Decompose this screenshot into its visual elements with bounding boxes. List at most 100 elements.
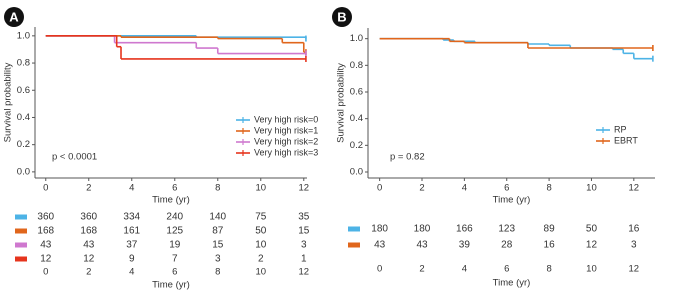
y-tick-label: 0.2 <box>350 140 363 151</box>
y-tick-label: 1.0 <box>17 30 30 41</box>
risk-count: 43 <box>83 240 95 251</box>
risk-count: 15 <box>212 240 224 251</box>
x-tick-label: 8 <box>546 183 551 194</box>
risk-count: 360 <box>37 212 54 223</box>
y-axis-label: Survival probability <box>3 62 14 142</box>
risk-count: 19 <box>169 240 181 251</box>
y-tick-label: 0.6 <box>350 87 363 98</box>
risk-x-tick-label: 4 <box>129 267 134 278</box>
risk-count: 168 <box>80 226 97 237</box>
risk-row-swatch <box>15 228 27 234</box>
risk-count: 75 <box>255 212 267 223</box>
km-curve <box>45 35 307 62</box>
risk-x-tick-label: 0 <box>377 264 382 275</box>
x-tick-label: 10 <box>586 183 597 194</box>
x-tick-label: 0 <box>377 183 382 194</box>
y-tick-label: 0.0 <box>350 167 363 178</box>
risk-x-tick-label: 6 <box>504 264 509 275</box>
risk-count: 15 <box>298 226 310 237</box>
x-tick-label: 12 <box>298 183 309 194</box>
risk-count: 12 <box>586 240 598 251</box>
risk-x-tick-label: 4 <box>462 264 467 275</box>
risk-count: 3 <box>631 240 637 251</box>
risk-row-swatch <box>348 242 360 248</box>
y-axis-label: Survival probability <box>336 63 347 143</box>
x-tick-label: 10 <box>255 183 266 194</box>
x-tick-label: 6 <box>504 183 509 194</box>
x-tick-label: 8 <box>215 183 220 194</box>
panel-badge <box>4 7 24 27</box>
risk-count: 180 <box>371 224 388 235</box>
risk-count: 28 <box>501 240 513 251</box>
risk-x-axis-label: Time (yr) <box>152 280 190 291</box>
risk-row-swatch <box>15 256 27 262</box>
risk-x-tick-label: 12 <box>629 264 640 275</box>
risk-count: 166 <box>456 224 473 235</box>
legend-label: RP <box>614 124 627 134</box>
risk-count: 43 <box>416 240 428 251</box>
risk-count: 9 <box>129 254 135 265</box>
annotation: p = 0.82 <box>390 152 425 163</box>
risk-count: 3 <box>301 240 307 251</box>
y-tick-label: 0.4 <box>17 112 30 123</box>
y-tick-label: 0.8 <box>17 58 30 69</box>
y-tick-label: 0.2 <box>17 139 30 150</box>
risk-count: 125 <box>166 226 183 237</box>
risk-count: 7 <box>172 254 178 265</box>
legend-label: EBRT <box>614 135 638 145</box>
risk-count: 12 <box>40 254 52 265</box>
risk-count: 50 <box>255 226 267 237</box>
legend-label: Very high risk=2 <box>254 136 318 146</box>
risk-count: 37 <box>126 240 138 251</box>
y-tick-label: 1.0 <box>350 33 363 44</box>
risk-x-axis-label: Time (yr) <box>493 278 531 289</box>
risk-count: 16 <box>544 240 556 251</box>
risk-x-tick-label: 10 <box>255 267 266 278</box>
x-tick-label: 6 <box>172 183 177 194</box>
panel-label: A <box>9 9 19 24</box>
risk-x-tick-label: 2 <box>86 267 91 278</box>
risk-count: 50 <box>586 224 598 235</box>
x-tick-label: 4 <box>129 183 134 194</box>
risk-count: 180 <box>414 224 431 235</box>
y-tick-label: 0.4 <box>350 113 363 124</box>
panel-badge <box>332 7 352 27</box>
risk-count: 43 <box>40 240 52 251</box>
risk-count: 123 <box>498 224 515 235</box>
risk-count: 87 <box>212 226 224 237</box>
risk-count: 1 <box>301 254 307 265</box>
risk-row-swatch <box>15 214 27 220</box>
annotation: p < 0.0001 <box>52 152 97 163</box>
x-tick-label: 0 <box>43 183 48 194</box>
risk-count: 3 <box>215 254 221 265</box>
risk-count: 43 <box>374 240 386 251</box>
risk-count: 35 <box>298 212 310 223</box>
km-curve <box>379 37 654 51</box>
risk-x-tick-label: 2 <box>419 264 424 275</box>
x-tick-label: 2 <box>419 183 424 194</box>
legend-label: Very high risk=0 <box>254 114 318 124</box>
risk-count: 334 <box>123 212 140 223</box>
risk-count: 16 <box>628 224 640 235</box>
legend-label: Very high risk=3 <box>254 147 318 157</box>
y-tick-label: 0.6 <box>17 85 30 96</box>
risk-count: 10 <box>255 240 267 251</box>
risk-count: 140 <box>209 212 226 223</box>
km-curve <box>45 35 307 56</box>
risk-row-swatch <box>348 226 360 232</box>
y-tick-label: 0.0 <box>17 166 30 177</box>
risk-x-tick-label: 0 <box>43 267 48 278</box>
y-tick-label: 0.8 <box>350 60 363 71</box>
risk-x-tick-label: 8 <box>215 267 220 278</box>
risk-count: 168 <box>37 226 54 237</box>
risk-count: 2 <box>258 254 264 265</box>
risk-count: 39 <box>459 240 471 251</box>
risk-count: 12 <box>83 254 95 265</box>
x-tick-label: 4 <box>462 183 467 194</box>
risk-x-tick-label: 10 <box>586 264 597 275</box>
x-tick-label: 2 <box>86 183 91 194</box>
risk-x-tick-label: 12 <box>298 267 309 278</box>
risk-count: 240 <box>166 212 183 223</box>
risk-count: 360 <box>80 212 97 223</box>
